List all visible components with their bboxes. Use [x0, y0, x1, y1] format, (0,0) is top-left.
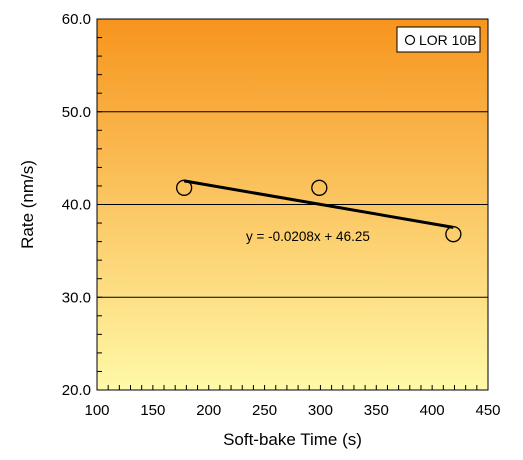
x-tick-label: 100: [84, 402, 109, 419]
data-point: [445, 226, 462, 243]
x-axis-title: Soft-bake Time (s): [223, 430, 362, 449]
x-tick-label: 300: [308, 402, 333, 419]
x-tick-label: 200: [196, 402, 221, 419]
legend-label: LOR 10B: [419, 32, 477, 48]
x-tick-label: 150: [140, 402, 165, 419]
y-tick-label: 20.0: [62, 382, 91, 399]
legend: LOR 10B: [396, 26, 481, 53]
y-tick-label: 30.0: [62, 289, 91, 306]
trendline: [183, 179, 454, 229]
data-point: [175, 179, 193, 196]
x-tick-label: 400: [420, 402, 445, 419]
plot-frame: [96, 18, 489, 391]
x-tick-label: 450: [475, 402, 500, 419]
data-point: [311, 179, 328, 196]
data-points: [175, 179, 462, 243]
minor-ticks: [96, 18, 489, 391]
y-tick-labels: 20.0 30.0 40.0 50.0 60.0: [62, 11, 91, 399]
y-tick-label: 50.0: [62, 104, 91, 121]
legend-marker-icon: [404, 34, 416, 46]
x-tick-labels: 100 150 200 250 300 350 400 450: [84, 402, 500, 419]
trendline-equation: y = -0.0208x + 46.25: [246, 229, 370, 244]
x-tick-label: 350: [364, 402, 389, 419]
y-tick-label: 40.0: [62, 197, 91, 214]
y-tick-label: 60.0: [62, 11, 91, 28]
x-tick-label: 250: [252, 402, 277, 419]
legend-box: [396, 26, 481, 53]
y-axis-title: Rate (nm/s): [18, 160, 37, 249]
gridlines: [97, 111, 488, 298]
